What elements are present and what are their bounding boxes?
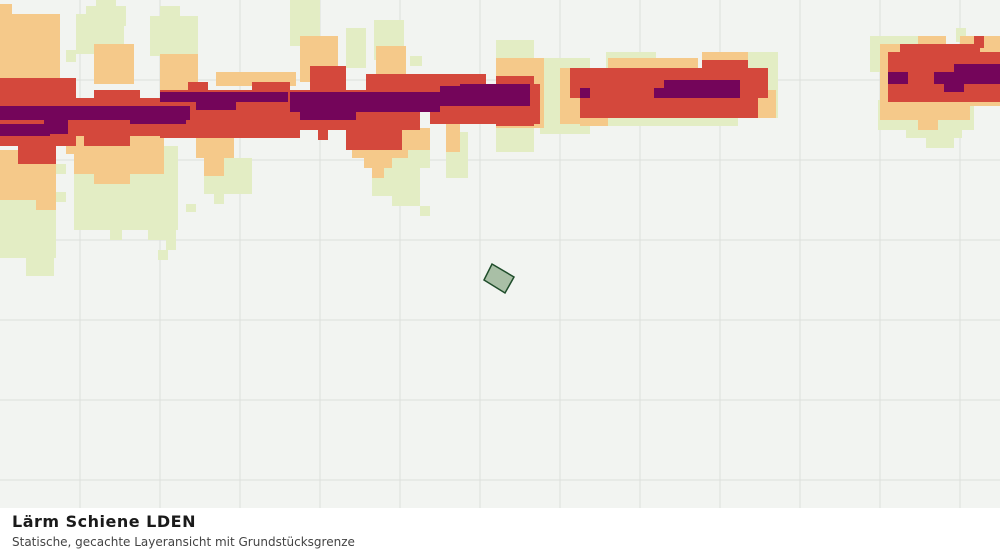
map-title: Lärm Schiene LDEN <box>12 512 196 531</box>
noise-zone-very-high <box>0 64 1000 136</box>
map <box>0 0 1000 508</box>
map-subtitle: Statische, gecachte Layeransicht mit Gru… <box>12 535 355 549</box>
caption: Lärm Schiene LDEN Statische, gecachte La… <box>12 512 355 549</box>
parcel-boundary <box>483 262 516 295</box>
